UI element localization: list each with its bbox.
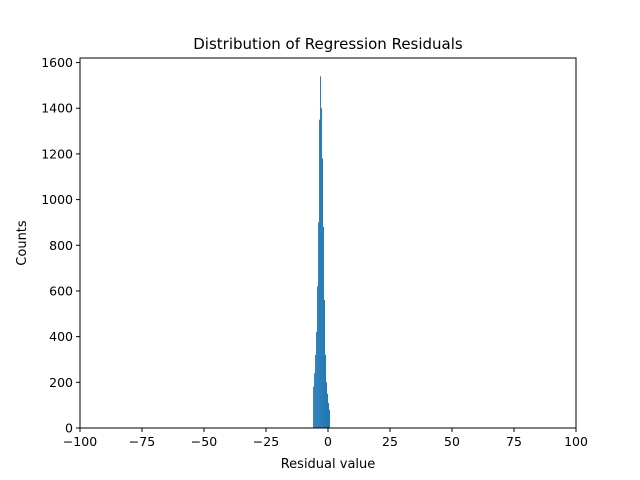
histogram-bar [321,108,323,428]
histogram-bar [314,373,316,428]
x-tick-label: −100 [63,434,97,449]
histogram-bar [317,286,319,428]
histogram-bar [327,393,328,428]
histogram-bars [313,76,330,429]
x-axis-ticks: −100 −75 −50 −25 0 25 50 75 100 [63,428,588,449]
chart-title: Distribution of Regression Residuals [193,35,463,53]
histogram-bar [328,409,330,428]
histogram-bar [328,402,329,428]
y-tick-label: 1600 [41,55,73,70]
x-tick-label: 0 [324,434,332,449]
y-tick-label: 800 [49,238,73,253]
y-tick-label: 0 [65,421,73,436]
y-tick-label: 1400 [41,101,73,116]
x-tick-label: 25 [382,434,398,449]
histogram-bar [316,332,318,428]
histogram-bar [322,158,324,429]
y-tick-label: 1000 [41,192,73,207]
x-axis-label: Residual value [281,457,376,472]
histogram-bar [313,386,315,428]
histogram-bar [325,354,327,428]
y-tick-label: 400 [49,329,73,344]
histogram-bar [315,354,317,428]
histogram-bar [320,76,322,429]
histogram-bar [326,382,328,428]
y-axis-ticks: 0 200 400 600 800 1000 1200 1400 1600 [41,55,80,436]
histogram-bar [324,300,326,428]
x-tick-label: −75 [129,434,155,449]
y-tick-label: 200 [49,375,73,390]
x-tick-label: −25 [253,434,279,449]
y-tick-label: 1200 [41,146,73,161]
x-tick-label: 100 [564,434,588,449]
histogram-bar [323,227,325,428]
histogram-bar [318,222,320,428]
x-tick-label: 75 [506,434,522,449]
y-axis-label: Counts [15,220,30,266]
x-tick-label: −50 [191,434,217,449]
histogram-bar [319,119,321,429]
x-tick-label: 50 [444,434,460,449]
y-tick-label: 600 [49,283,73,298]
